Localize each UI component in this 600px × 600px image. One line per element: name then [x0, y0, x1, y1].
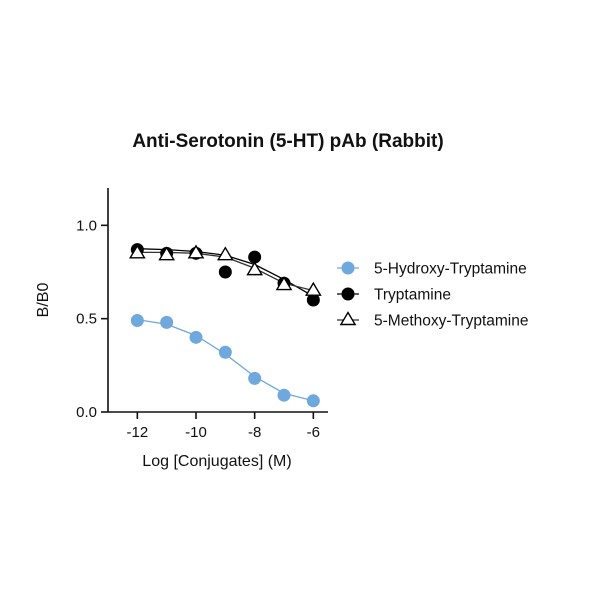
y-axis-label: B/B0: [35, 283, 52, 318]
x-tick-label: -12: [126, 424, 148, 441]
legend-marker: [339, 311, 357, 326]
y-tick-label: 1.0: [76, 217, 97, 234]
data-point: [277, 388, 291, 402]
x-axis-label: Log [Conjugates] (M): [142, 453, 291, 470]
legend-marker: [341, 287, 355, 301]
y-tick-label: 0.5: [76, 311, 97, 328]
data-point: [128, 244, 146, 259]
ticks: -12 -10 -8 -6 0.0 0.5 1.0: [76, 217, 320, 441]
data-point: [306, 293, 320, 307]
data-point: [246, 261, 264, 276]
x-tick-label: -8: [248, 424, 261, 441]
markers: [128, 243, 322, 408]
legend-label: 5-Hydroxy-Tryptamine: [374, 261, 527, 278]
legend: 5-Hydroxy-Tryptamine Tryptamine 5-Methoxy-…: [337, 261, 528, 330]
data-point: [160, 315, 174, 329]
data-point: [218, 345, 232, 359]
legend-label: 5-Methoxy-Tryptamine: [374, 313, 528, 330]
chart-title: Anti-Serotonin (5-HT) pAb (Rabbit): [132, 131, 443, 152]
legend-label: Tryptamine: [374, 287, 451, 304]
data-point: [275, 276, 293, 291]
x-tick-label: -10: [185, 424, 207, 441]
y-tick-label: 0.0: [76, 404, 97, 421]
series-line-5-hydroxy-tryptamine: [137, 318, 314, 402]
legend-item: 5-Hydroxy-Tryptamine: [337, 261, 527, 278]
axes: [107, 188, 328, 413]
data-point: [158, 246, 176, 261]
series-5-hydroxy-tryptamine: [130, 314, 320, 408]
data-point: [187, 244, 205, 259]
legend-marker: [341, 261, 355, 275]
data-point: [248, 250, 262, 264]
legend-item: Tryptamine: [337, 287, 451, 304]
data-point: [218, 265, 232, 279]
series-5-methoxy-tryptamine: [128, 244, 322, 296]
legend-item: 5-Methoxy-Tryptamine: [337, 311, 528, 330]
data-point: [189, 330, 203, 344]
data-point: [304, 281, 322, 296]
data-point: [130, 314, 144, 328]
x-tick-label: -6: [307, 424, 320, 441]
data-point: [216, 246, 234, 261]
data-point: [306, 394, 320, 408]
data-point: [248, 371, 262, 385]
